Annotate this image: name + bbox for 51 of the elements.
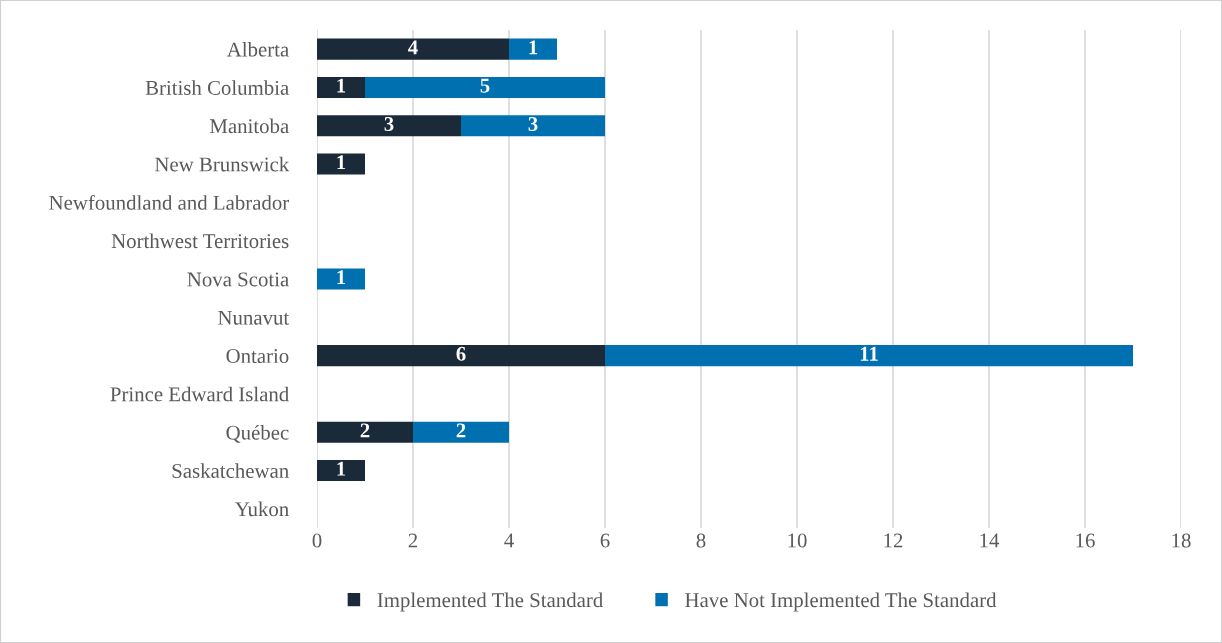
bar — [413, 421, 509, 443]
y-tick-label: Newfoundland and Labrador — [49, 194, 290, 210]
x-tick-label: 14 — [980, 533, 1000, 548]
data-label: 6 — [456, 346, 466, 361]
data-label: 4 — [408, 40, 418, 55]
y-tick-label: Manitoba — [209, 118, 289, 134]
data-label: 1 — [337, 270, 346, 285]
y-tick-label: British Columbia — [145, 80, 289, 95]
x-tick-label: 2 — [408, 533, 418, 548]
x-tick-label: 10 — [788, 533, 807, 548]
y-tick-label: Ontario — [226, 349, 289, 364]
bar — [317, 421, 413, 443]
y-tick-label: Prince Edward Island — [110, 386, 289, 402]
y-tick-label: Yukon — [235, 501, 289, 517]
data-label: 3 — [528, 116, 538, 131]
bar — [605, 345, 1133, 367]
data-label: 1 — [337, 78, 346, 93]
x-tick-label: 12 — [884, 533, 903, 548]
legend-label: Have Not Implemented The Standard — [685, 592, 997, 612]
x-tick-label: 16 — [1076, 533, 1095, 548]
bar — [317, 38, 509, 60]
y-tick-label: Alberta — [226, 41, 289, 57]
x-tick-label: 4 — [504, 533, 514, 548]
data-label: 1 — [337, 155, 346, 170]
bar — [317, 460, 365, 482]
bar — [317, 345, 605, 367]
y-tick-label: Nunavut — [218, 310, 290, 325]
data-label: 11 — [860, 346, 878, 361]
y-tick-label: Northwest Territories — [111, 233, 289, 249]
data-label: 2 — [360, 423, 370, 438]
bar — [509, 38, 557, 60]
y-tick-label: New Brunswick — [155, 156, 290, 172]
bar — [317, 76, 365, 98]
bar — [461, 115, 605, 137]
y-tick-label: Nova Scotia — [187, 272, 289, 287]
y-tick-label: Québec — [226, 424, 289, 443]
x-tick-label: 0 — [312, 533, 322, 548]
bar — [317, 153, 365, 175]
bar — [317, 115, 461, 137]
data-label: 1 — [337, 461, 346, 476]
legend-label: Implemented The Standard — [377, 592, 603, 612]
data-label: 1 — [529, 40, 538, 55]
data-label: 3 — [384, 116, 394, 131]
y-tick-label: Saskatchewan — [172, 463, 289, 478]
x-tick-label: 8 — [696, 533, 706, 548]
data-label: 5 — [480, 78, 490, 93]
x-tick-label: 18 — [1172, 533, 1191, 548]
bar — [365, 76, 605, 98]
data-label: 2 — [456, 423, 466, 438]
x-tick-label: 6 — [600, 533, 610, 548]
bar — [317, 268, 365, 290]
